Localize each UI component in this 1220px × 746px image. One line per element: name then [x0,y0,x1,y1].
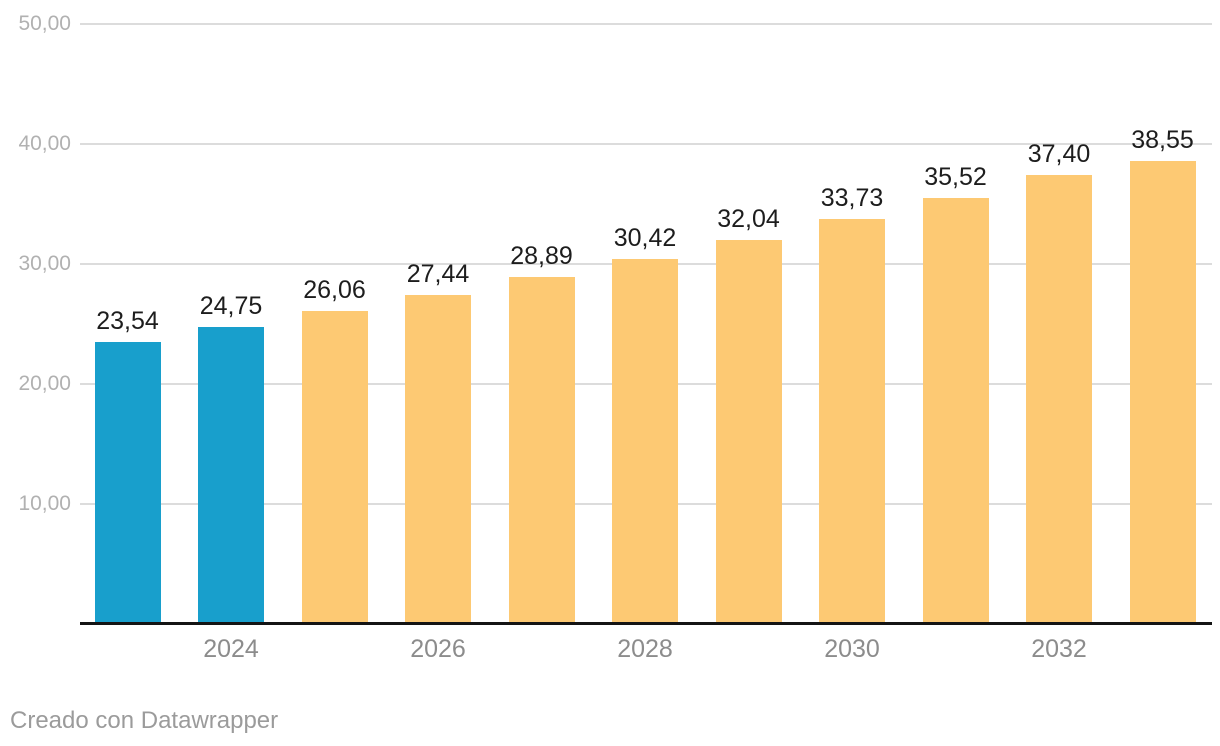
footer-credit-link[interactable]: Creado con Datawrapper [10,707,279,734]
x-axis-tick-label: 2028 [617,635,673,663]
bar-value-label: 32,04 [717,205,780,233]
bar-2023 [94,342,161,624]
bar-value-label: 24,75 [199,292,263,320]
bar-value-label: 30,42 [613,224,677,252]
bar-value-label: 28,89 [510,242,573,270]
bar-2027 [508,277,575,624]
bar-2029 [715,240,782,624]
bar-2024 [198,327,264,624]
x-axis-tick-label: 2026 [410,635,466,663]
chart-footer: Creado con Datawrapper [10,707,278,735]
bar-2026 [405,295,471,624]
x-axis-tick-label: 2032 [1031,635,1087,663]
bar-value-label: 33,73 [820,184,884,212]
bar-2032 [1026,175,1092,624]
bar-2025 [301,311,368,624]
bar-value-label: 27,44 [406,260,470,288]
y-axis-tick-label: 40,00 [18,132,71,155]
x-axis-tick-label: 2030 [824,635,880,663]
bar-2033 [1129,161,1196,624]
bar-2030 [819,219,885,624]
bar-2028 [612,259,678,624]
bar-2031 [922,198,989,624]
y-axis-tick-label: 20,00 [18,372,71,395]
x-axis-tick-label: 2024 [203,635,259,663]
y-axis-tick-label: 50,00 [18,12,71,35]
bar-value-label: 37,40 [1027,140,1091,168]
y-axis-tick-label: 30,00 [18,252,71,275]
bar-value-label: 26,06 [303,276,366,304]
bar-value-label: 35,52 [924,163,987,191]
bar-value-label: 23,54 [96,307,159,335]
gridline [80,143,1212,145]
bar-value-label: 38,55 [1131,126,1194,154]
x-axis-line [80,622,1212,625]
gridline [80,23,1212,25]
y-axis-tick-label: 10,00 [18,492,71,515]
